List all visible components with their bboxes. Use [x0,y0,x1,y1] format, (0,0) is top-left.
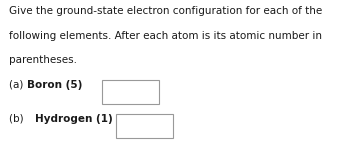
Text: Hydrogen (1): Hydrogen (1) [35,114,113,124]
Text: following elements. After each atom is its atomic number in: following elements. After each atom is i… [9,31,322,41]
Text: Give the ground-state electron configuration for each of the: Give the ground-state electron configura… [9,6,322,16]
Text: parentheses.: parentheses. [9,55,77,65]
Text: (a): (a) [9,80,27,90]
Text: Boron (5): Boron (5) [27,80,83,90]
Text: (b): (b) [9,114,27,124]
